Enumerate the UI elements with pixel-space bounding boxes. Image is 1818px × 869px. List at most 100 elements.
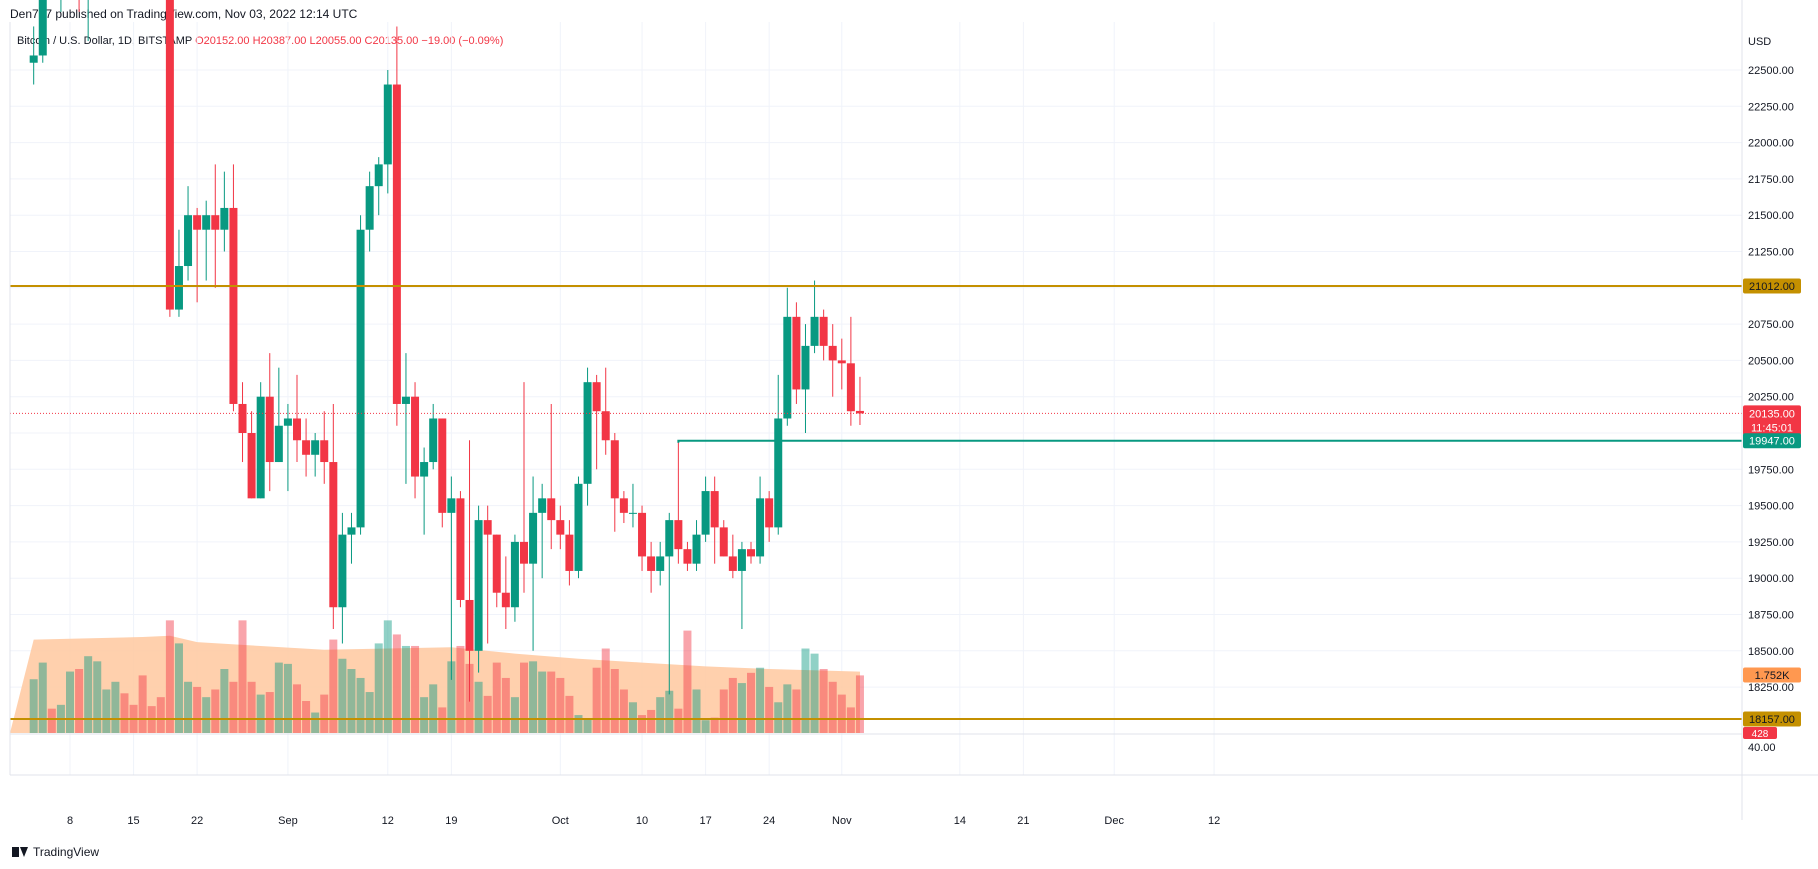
candle-body: [674, 520, 683, 550]
chart-legend: Bitcoin / U.S. Dollar, 1D, BITSTAMP O201…: [17, 35, 503, 47]
volume-bar: [84, 656, 93, 733]
y-tick-label: 19500.00: [1748, 501, 1794, 513]
candle-body: [29, 55, 38, 63]
y-tick-label: 18750.00: [1748, 610, 1794, 622]
candle-body: [193, 215, 202, 230]
countdown-label: 11:45:01: [1751, 422, 1793, 434]
candle-body: [710, 491, 719, 528]
volume-bar: [601, 648, 610, 733]
volume-bar: [329, 639, 338, 733]
y-tick-label: 20500.00: [1748, 355, 1794, 367]
volume-bar: [710, 717, 719, 733]
x-tick-label: 22: [191, 815, 203, 827]
y-tick-label: 20750.00: [1748, 319, 1794, 331]
ohlc-values: O20152.00 H20387.00 L20055.00 C20135.00 …: [195, 35, 504, 47]
x-tick-label: 24: [763, 815, 775, 827]
volume-bar: [256, 694, 265, 733]
y-tick-label: 19750.00: [1748, 464, 1794, 476]
y-tick-label: 21250.00: [1748, 247, 1794, 259]
tradingview-logo-icon: [12, 847, 28, 857]
volume-bar: [683, 630, 692, 733]
publish-line: Den767 published on TradingView.com, Nov…: [10, 7, 358, 21]
candle-body: [565, 534, 574, 571]
volume-bar: [311, 712, 320, 733]
volume-bar: [674, 708, 683, 733]
candle-body: [302, 440, 311, 455]
volume-bar: [356, 677, 365, 733]
y-tick-label: 18500.00: [1748, 646, 1794, 658]
candle-body: [383, 84, 392, 165]
candle-body: [411, 396, 420, 477]
volume-bar: [29, 679, 38, 733]
volume-bar: [429, 684, 438, 733]
volume-bar: [547, 671, 556, 733]
x-tick-label: 8: [67, 815, 73, 827]
volume-bar: [756, 667, 765, 733]
candle-body: [202, 215, 211, 230]
resistance-price-label-bg: [1743, 278, 1801, 294]
volume-bar: [401, 645, 410, 733]
tradingview-brand[interactable]: TradingView: [12, 845, 99, 859]
candle-body: [638, 512, 647, 557]
candle-body: [747, 549, 755, 557]
candle-body: [683, 549, 692, 564]
volume-bar: [538, 671, 547, 733]
y-tick-label: 20250.00: [1748, 392, 1794, 404]
volume-bar: [665, 690, 674, 733]
candle-body: [538, 498, 547, 513]
candle-body: [229, 207, 238, 404]
y-tick-label: 19000.00: [1748, 573, 1794, 585]
volume-bar: [783, 684, 792, 733]
candle-body: [656, 556, 665, 571]
currency-label: USD: [1748, 36, 1771, 48]
candle-body: [510, 541, 519, 608]
volume-bar: [184, 681, 193, 733]
candle-body: [365, 186, 374, 230]
candle-body: [483, 520, 492, 535]
y-tick-label: 22250.00: [1748, 101, 1794, 113]
candle-body: [520, 541, 528, 564]
candle-body: [274, 425, 283, 463]
candle-body: [619, 498, 628, 513]
volume-bar: [510, 697, 519, 733]
candle-body: [338, 534, 347, 608]
volume-bar: [75, 669, 84, 733]
volume-bar: [174, 643, 183, 733]
current-price-label-bg: [1743, 405, 1801, 436]
volume-bar: [565, 695, 574, 733]
candle-body: [647, 556, 656, 571]
volume-bar: [483, 695, 492, 733]
volume-bar: [592, 667, 601, 733]
volume-bar: [737, 683, 746, 733]
candle-body: [837, 360, 846, 364]
candle-body: [256, 396, 265, 499]
candle-body: [456, 498, 465, 600]
brand-label: TradingView: [33, 845, 100, 859]
volume-bar: [420, 697, 429, 733]
candle-body: [765, 498, 774, 528]
volume-bar: [365, 692, 374, 733]
volume-bar: [138, 675, 147, 733]
volume-bar: [93, 661, 102, 733]
candle-body: [438, 418, 447, 513]
volume-bar: [501, 677, 510, 733]
candle-body: [728, 556, 737, 571]
volume-bar: [120, 693, 129, 733]
volume-bar: [574, 715, 583, 733]
candle-body: [392, 84, 401, 404]
y-tick-label: 18250.00: [1748, 682, 1794, 694]
support-price-label: 19947.00: [1749, 436, 1795, 448]
volume-bar: [293, 684, 301, 733]
y-tick-label: 19250.00: [1748, 537, 1794, 549]
volume-axis-label: 40.00: [1748, 742, 1776, 754]
volume-bar: [38, 662, 47, 733]
volume-bar: [656, 697, 665, 733]
candle-body: [165, 0, 174, 310]
x-tick-label: 19: [445, 815, 457, 827]
volume-bar: [220, 669, 229, 733]
volume-bar: [774, 702, 783, 733]
volume-bar: [556, 677, 565, 733]
candle-body: [574, 483, 583, 571]
candle-body: [529, 512, 538, 564]
